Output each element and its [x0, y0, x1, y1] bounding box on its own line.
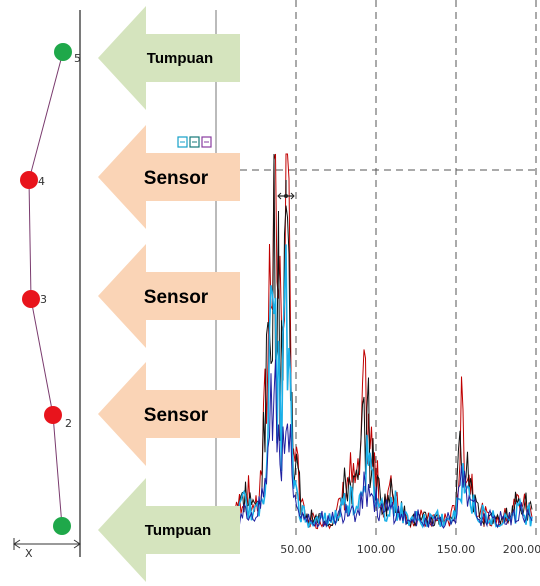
legend-icon-cyan — [177, 136, 188, 148]
node-3-sensor — [22, 290, 40, 308]
arrow-label: Sensor — [144, 405, 209, 426]
arrow-tumpuan-bottom: Tumpuan — [98, 478, 240, 582]
peak-cursor-marker — [277, 180, 295, 200]
arrow-tumpuan-top: Tumpuan — [98, 6, 240, 110]
node-2-label: 2 — [65, 417, 72, 430]
node-4-sensor — [20, 171, 38, 189]
arrow-sensor-1: Sensor — [98, 125, 240, 229]
spectrum-series — [231, 153, 533, 530]
legend-icons — [177, 136, 212, 148]
x-tick-label: 100.00 — [357, 543, 396, 556]
legend-icon-teal — [189, 136, 200, 148]
node-1-support — [53, 517, 71, 535]
spectrum-series-line — [231, 153, 533, 527]
arrow-sensor-2: Sensor — [98, 244, 240, 348]
x-tick-label: 50.00 — [280, 543, 312, 556]
x-axis-marker — [13, 538, 81, 550]
spectrum-chart: 50.00 100.00 150.00 200.00 — [177, 0, 540, 556]
arrow-label: Sensor — [144, 168, 209, 189]
arrow-shape — [98, 125, 240, 229]
node-3-label: 3 — [40, 293, 47, 306]
x-axis-label: X — [25, 547, 33, 560]
arrow-shape — [98, 362, 240, 466]
arrow-label: Tumpuan — [145, 522, 211, 539]
structure-model: X 5 4 3 2 — [13, 10, 81, 560]
spectrum-series-line — [231, 359, 533, 529]
arrow-shape — [98, 6, 240, 110]
mode-shape-line — [28, 51, 64, 527]
arrow-shape — [98, 244, 240, 348]
node-4-label: 4 — [38, 175, 45, 188]
node-5-support — [54, 43, 72, 61]
arrow-shape — [98, 478, 240, 582]
node-2-sensor — [44, 406, 62, 424]
arrow-label: Sensor — [144, 287, 209, 308]
spectrum-series-line — [231, 244, 533, 529]
x-tick-label: 200.00 — [503, 543, 540, 556]
arrow-sensor-3: Sensor — [98, 362, 240, 466]
node-5-label: 5 — [74, 52, 81, 65]
arrow-label: Tumpuan — [147, 50, 213, 67]
legend-icon-purple — [201, 136, 212, 148]
x-tick-label: 150.00 — [437, 543, 476, 556]
